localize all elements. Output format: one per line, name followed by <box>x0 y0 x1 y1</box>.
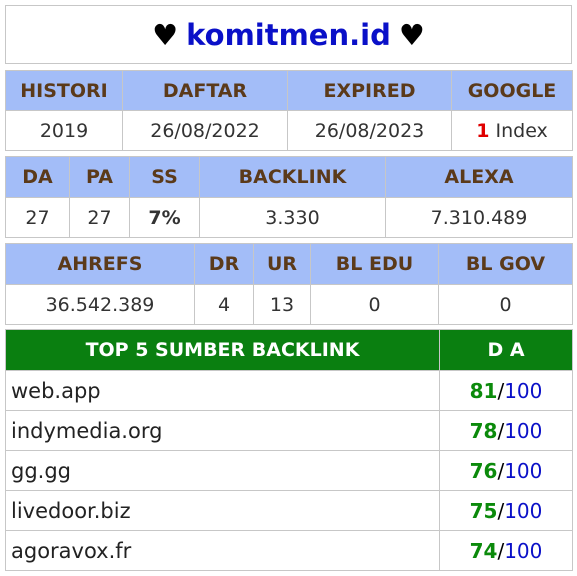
header-da: DA <box>5 156 70 198</box>
value-google: 1 Index <box>451 110 573 151</box>
value-ss: 7% <box>129 197 200 238</box>
value-bl-edu: 0 <box>310 284 439 325</box>
backlink-da: 81/100 <box>439 370 573 411</box>
authority-table: DA PA SS BACKLINK ALEXA 27 27 7% 3.330 7… <box>5 156 573 238</box>
value-alexa: 7.310.489 <box>385 197 573 238</box>
table-row: web.app 81/100 <box>5 370 573 411</box>
top-backlink-table: TOP 5 SUMBER BACKLINK D A web.app 81/100… <box>5 329 573 571</box>
header-expired: EXPIRED <box>287 70 452 111</box>
backlink-site: agoravox.fr <box>5 530 440 571</box>
value-ur: 13 <box>253 284 311 325</box>
header-bl-edu: BL EDU <box>310 243 439 285</box>
table-row: gg.gg 76/100 <box>5 450 573 491</box>
heart-icon: ♥ <box>398 17 425 52</box>
backlink-da: 75/100 <box>439 490 573 531</box>
value-da: 27 <box>5 197 70 238</box>
header-dr: DR <box>194 243 254 285</box>
table-row: indymedia.org 78/100 <box>5 410 573 451</box>
header-da-score: D A <box>439 329 573 371</box>
value-histori: 2019 <box>5 110 123 151</box>
backlink-da: 78/100 <box>439 410 573 451</box>
value-backlink: 3.330 <box>199 197 386 238</box>
value-bl-gov: 0 <box>438 284 573 325</box>
table-row: livedoor.biz 75/100 <box>5 490 573 531</box>
header-top-sources: TOP 5 SUMBER BACKLINK <box>5 329 440 371</box>
header-ur: UR <box>253 243 311 285</box>
header-daftar: DAFTAR <box>122 70 288 111</box>
backlink-site: indymedia.org <box>5 410 440 451</box>
header-ss: SS <box>129 156 200 198</box>
header-bl-gov: BL GOV <box>438 243 573 285</box>
value-ahrefs: 36.542.389 <box>5 284 195 325</box>
backlink-site: web.app <box>5 370 440 411</box>
registration-table: HISTORI DAFTAR EXPIRED GOOGLE 2019 26/08… <box>5 70 573 151</box>
backlink-site: gg.gg <box>5 450 440 491</box>
domain-title-box: ♥ komitmen.id ♥ <box>5 5 572 64</box>
header-pa: PA <box>69 156 130 198</box>
backlink-da: 74/100 <box>439 530 573 571</box>
header-ahrefs: AHREFS <box>5 243 195 285</box>
table-row: agoravox.fr 74/100 <box>5 530 573 571</box>
value-dr: 4 <box>194 284 254 325</box>
value-expired: 26/08/2023 <box>287 110 452 151</box>
header-alexa: ALEXA <box>385 156 573 198</box>
value-daftar: 26/08/2022 <box>122 110 288 151</box>
google-index-label: Index <box>495 119 548 142</box>
backlink-site: livedoor.biz <box>5 490 440 531</box>
header-backlink: BACKLINK <box>199 156 386 198</box>
ahrefs-table: AHREFS DR UR BL EDU BL GOV 36.542.389 4 … <box>5 243 573 325</box>
domain-name: komitmen.id <box>186 17 391 52</box>
backlink-da: 76/100 <box>439 450 573 491</box>
header-histori: HISTORI <box>5 70 123 111</box>
header-google: GOOGLE <box>451 70 573 111</box>
heart-icon: ♥ <box>152 17 179 52</box>
value-pa: 27 <box>69 197 130 238</box>
google-index-count: 1 <box>476 119 490 142</box>
